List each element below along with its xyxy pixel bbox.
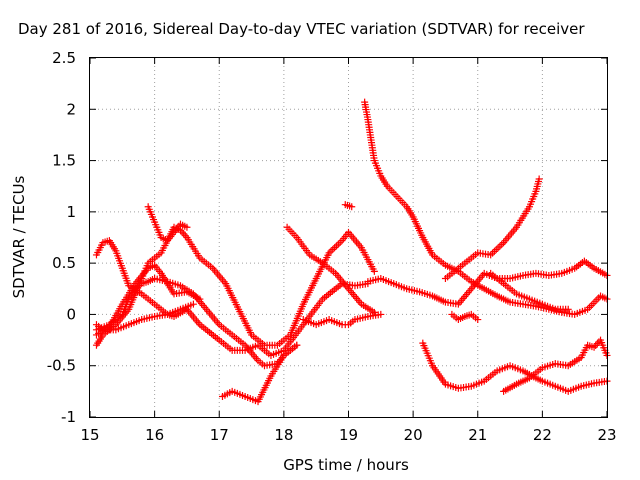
data-point: [183, 223, 191, 231]
data-point: [329, 245, 337, 253]
series-8: [299, 310, 385, 329]
data-point: [181, 232, 189, 240]
series-2: [92, 223, 378, 349]
series-5: [92, 300, 197, 334]
data-point: [370, 267, 378, 275]
x-tick-label: 23: [597, 426, 616, 444]
y-tick-label: 1.5: [52, 152, 76, 170]
series-7: [283, 223, 378, 316]
y-tick-label: -1: [61, 408, 76, 426]
x-tick-label: 17: [210, 426, 229, 444]
series-11: [361, 98, 611, 318]
y-axis-label: SDTVAR / TECUs: [10, 175, 28, 298]
series-12: [364, 257, 611, 308]
x-axis: 15 16 17 18 19 20 21 22 23: [80, 58, 617, 444]
data-point: [535, 175, 543, 183]
y-tick-label: 2: [66, 100, 76, 118]
chart-title: Day 281 of 2016, Sidereal Day-to-day VTE…: [18, 20, 585, 38]
data-points: [92, 98, 611, 406]
y-tick-label: 0.5: [52, 254, 76, 272]
data-point: [348, 203, 356, 211]
data-point: [564, 305, 572, 313]
series-17: [487, 269, 572, 313]
series-1: [92, 237, 372, 359]
y-tick-label: 0: [66, 305, 76, 323]
x-tick-label: 16: [145, 426, 164, 444]
data-point: [293, 341, 301, 349]
data-point: [489, 249, 497, 257]
y-tick-label: 2.5: [52, 49, 76, 67]
series-6: [144, 203, 191, 245]
series-9: [218, 341, 301, 406]
data-point: [496, 242, 504, 250]
data-point: [336, 238, 344, 246]
data-point: [494, 244, 502, 252]
series-14: [448, 310, 482, 324]
series-13: [441, 175, 543, 283]
data-point: [492, 246, 500, 254]
series-4: [92, 261, 204, 339]
x-tick-label: 22: [533, 426, 552, 444]
data-point: [334, 240, 342, 248]
data-point: [490, 247, 498, 255]
series-10: [341, 201, 356, 211]
y-tick-label: 1: [66, 203, 76, 221]
data-point: [180, 230, 188, 238]
data-point: [498, 240, 506, 248]
x-tick-label: 21: [468, 426, 487, 444]
x-tick-label: 20: [404, 426, 423, 444]
data-point: [331, 244, 339, 252]
data-point: [474, 316, 482, 324]
plot-border: [89, 57, 608, 418]
y-axis: -1 -0.5 0 0.5 1 1.5 2 2.5: [47, 49, 607, 426]
x-tick-label: 18: [274, 426, 293, 444]
x-axis-label: GPS time / hours: [283, 456, 409, 474]
data-point: [189, 300, 197, 308]
y-tick-label: -0.5: [47, 357, 76, 375]
data-point: [196, 295, 204, 303]
x-tick-label: 19: [339, 426, 358, 444]
data-point: [377, 310, 385, 318]
data-point: [332, 242, 340, 250]
x-tick-label: 15: [80, 426, 99, 444]
